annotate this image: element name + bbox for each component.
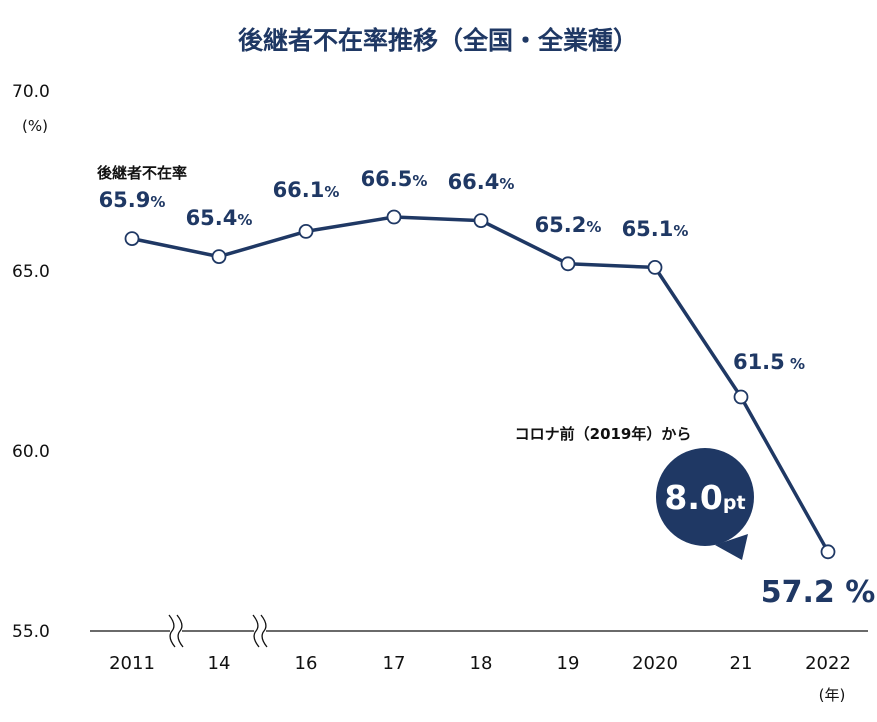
data-label: 66.4%	[448, 170, 515, 194]
x-axis-unit: (年)	[819, 686, 846, 704]
x-tick-label: 18	[470, 653, 493, 674]
axis-break-mark	[252, 614, 268, 648]
data-label: 65.4%	[186, 206, 253, 230]
x-tick-label: 17	[383, 653, 406, 674]
series-name-label: 後継者不在率	[96, 164, 187, 182]
badge-circle	[656, 448, 754, 546]
x-tick-label: 2011	[109, 653, 155, 674]
annotation-layer: コロナ前（2019年）から 8.0pt	[515, 425, 754, 560]
axis-break-stroke	[260, 614, 268, 648]
y-axis: 70.0 65.0 60.0 55.0 (%)	[12, 82, 50, 642]
chart-title: 後継者不在率推移（全国・全業種）	[238, 26, 638, 55]
data-point	[560, 256, 576, 272]
y-tick-label: 65.0	[12, 262, 50, 282]
data-point	[733, 389, 749, 405]
change-badge: 8.0pt	[656, 448, 754, 560]
data-label: 65.2%	[535, 213, 602, 237]
data-point	[124, 231, 140, 247]
data-label: 65.1%	[622, 217, 689, 241]
y-axis-unit: (%)	[22, 117, 48, 135]
x-tick-label: 19	[557, 653, 580, 674]
x-tick-label: 2020	[632, 653, 678, 674]
badge-value: 8.0pt	[664, 478, 745, 517]
axis-break-mark	[168, 614, 184, 648]
data-label: 65.9%	[99, 188, 166, 212]
data-point	[473, 213, 489, 229]
y-tick-label: 55.0	[12, 622, 50, 642]
data-label-final: 57.2 %	[761, 575, 876, 610]
annotation-note: コロナ前（2019年）から	[515, 425, 692, 443]
x-tick-label: 14	[208, 653, 231, 674]
series-layer: 後継者不在率 65.9% 65.4% 66.1% 66.5% 66.4% 65.2% 65.1…	[96, 164, 875, 610]
data-point	[647, 259, 663, 275]
data-label: 61.5 %	[733, 350, 805, 374]
data-point	[298, 223, 314, 239]
data-point	[211, 249, 227, 265]
axis-break-stroke	[168, 614, 176, 648]
y-tick-label: 70.0	[12, 82, 50, 102]
x-tick-label: 16	[295, 653, 318, 674]
data-point	[820, 544, 836, 560]
data-label: 66.5%	[361, 167, 428, 191]
x-tick-label: 21	[730, 653, 753, 674]
data-label: 66.1%	[273, 178, 340, 202]
x-tick-label: 2022	[805, 653, 851, 674]
data-point	[386, 209, 402, 225]
badge-pointer	[715, 534, 748, 560]
x-axis: 2011 14 16 17 18 19 2020 21 2022 (年)	[90, 614, 868, 704]
axis-break-stroke	[252, 614, 260, 648]
axis-break-stroke	[176, 614, 184, 648]
y-tick-label: 60.0	[12, 442, 50, 462]
